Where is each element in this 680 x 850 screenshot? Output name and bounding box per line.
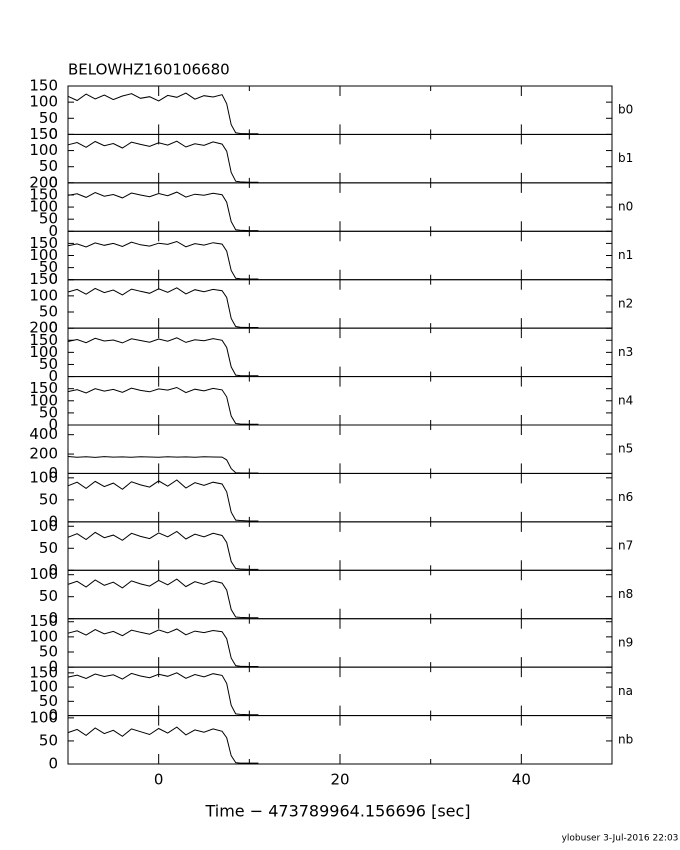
panel-label: n4	[618, 393, 633, 407]
y-tick-label: 50	[39, 587, 58, 605]
light-curve	[67, 726, 259, 764]
light-curve	[67, 337, 259, 377]
y-tick-label: 50	[39, 210, 58, 228]
y-tick-label: 100	[29, 517, 58, 535]
panel-label: n2	[618, 296, 633, 310]
y-tick-label: 100	[29, 286, 58, 304]
y-tick-label: 150	[29, 125, 58, 143]
y-tick-label: 200	[29, 173, 58, 191]
y-tick-label: 150	[29, 379, 58, 397]
y-tick-label: 100	[29, 246, 58, 264]
light-curve	[67, 479, 259, 522]
light-curve	[67, 530, 259, 570]
y-tick-label: 100	[29, 708, 58, 726]
y-tick-label: 0	[48, 658, 58, 676]
y-tick-label: 100	[29, 343, 58, 361]
y-tick-label: 200	[29, 445, 58, 463]
panel-label: n8	[618, 587, 633, 601]
panel-label: n1	[618, 248, 633, 262]
y-tick-label: 0	[48, 222, 58, 240]
light-curve	[67, 672, 259, 716]
y-tick-label: 100	[29, 565, 58, 583]
y-tick-label: 0	[48, 609, 58, 627]
light-curve	[67, 92, 259, 135]
y-tick-label: 100	[29, 93, 58, 111]
y-tick-label: 50	[39, 355, 58, 373]
y-tick-label: 150	[29, 331, 58, 349]
light-curve	[67, 456, 259, 474]
y-tick-label: 0	[48, 319, 58, 337]
y-tick-label: 150	[29, 663, 58, 681]
panel-label: n0	[618, 200, 633, 214]
y-tick-label: 0	[48, 464, 58, 482]
panel-label: n6	[618, 490, 633, 504]
light-curve	[67, 578, 259, 619]
y-tick-label: 200	[29, 319, 58, 337]
y-tick-label: 150	[29, 185, 58, 203]
x-tick-label: 20	[330, 771, 349, 789]
x-tick-label: 40	[512, 771, 531, 789]
light-curve	[67, 287, 259, 328]
y-tick-label: 50	[39, 643, 58, 661]
y-tick-label: 50	[39, 109, 58, 127]
panel-label: n9	[618, 635, 633, 649]
panel-label: b1	[618, 151, 633, 165]
light-curve	[67, 140, 259, 183]
y-tick-label: 100	[29, 468, 58, 486]
chart-title: BELOWHZ160106680	[68, 61, 230, 79]
panel-label: nb	[618, 732, 633, 746]
y-tick-label: 50	[39, 403, 58, 421]
y-tick-label: 100	[29, 141, 58, 159]
y-tick-label: 100	[29, 678, 58, 696]
y-tick-label: 0	[48, 270, 58, 288]
y-tick-label: 100	[29, 198, 58, 216]
y-tick-label: 0	[48, 512, 58, 530]
y-tick-label: 150	[29, 77, 58, 95]
light-curve	[67, 191, 259, 232]
panel-label: n5	[618, 442, 633, 456]
light-curve	[67, 628, 259, 667]
y-tick-label: 100	[29, 391, 58, 409]
y-tick-label: 150	[29, 270, 58, 288]
panel-label: na	[618, 684, 633, 698]
y-tick-label: 100	[29, 627, 58, 645]
footer: ylobuser 3-Jul-2016 22:03	[562, 834, 679, 844]
y-tick-label: 0	[48, 561, 58, 579]
y-tick-label: 0	[48, 125, 58, 143]
y-tick-label: 0	[48, 416, 58, 434]
y-tick-label: 50	[39, 258, 58, 276]
y-tick-label: 50	[39, 157, 58, 175]
panel-label: b0	[618, 103, 633, 117]
y-tick-label: 50	[39, 731, 58, 749]
x-tick-label: 0	[154, 771, 164, 789]
y-tick-label: 0	[48, 173, 58, 191]
light-curve	[67, 240, 259, 280]
y-tick-label: 50	[39, 490, 58, 508]
light-curve	[67, 386, 259, 425]
x-axis-label: Time − 473789964.156696 [sec]	[204, 802, 470, 821]
y-tick-label: 50	[39, 539, 58, 557]
y-tick-label: 400	[29, 425, 58, 443]
y-tick-label: 0	[48, 755, 58, 773]
y-tick-label: 0	[48, 367, 58, 385]
y-tick-label: 150	[29, 612, 58, 630]
y-tick-label: 150	[29, 234, 58, 252]
panel-label: n3	[618, 345, 633, 359]
y-tick-label: 0	[48, 706, 58, 724]
y-tick-label: 50	[39, 303, 58, 321]
y-tick-label: 50	[39, 692, 58, 710]
panel-label: n7	[618, 539, 633, 553]
